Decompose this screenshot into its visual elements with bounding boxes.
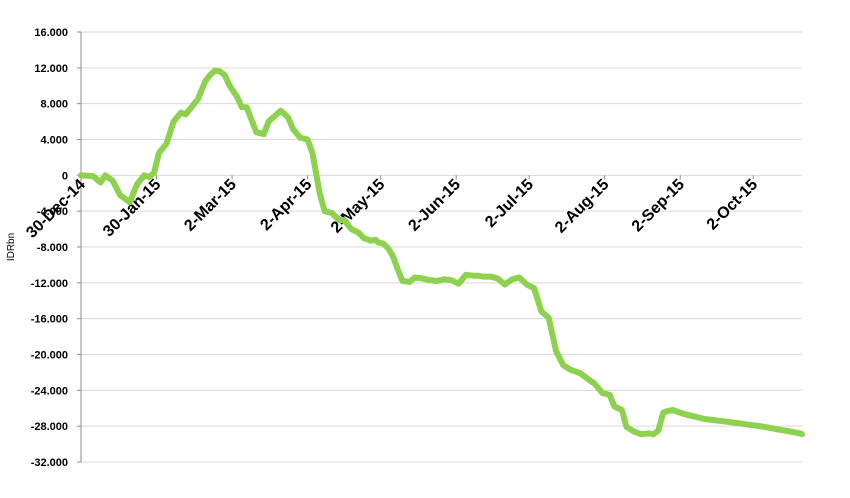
y-tick-label: 0 xyxy=(62,170,68,182)
x-tick-label: 2-May-15 xyxy=(328,176,389,237)
y-tick-label: -16.000 xyxy=(31,314,68,326)
y-tick-label: -24.000 xyxy=(31,385,68,397)
y-axis-label: IDRbn xyxy=(6,233,17,261)
y-tick-label: 4.000 xyxy=(40,135,68,147)
y-tick-labels: 16.000 12.000 8.000 4.000 0 -4.000 -8.000 -12.0… xyxy=(31,27,68,469)
y-tick-label: -12.000 xyxy=(31,278,68,290)
y-tick-label: -4.000 xyxy=(37,206,68,218)
gridlines xyxy=(77,31,802,463)
x-tick-label: 2-Oct-15 xyxy=(704,176,761,233)
x-tick-label: 30-Dec-14 xyxy=(23,176,89,242)
y-tick-label: 8.000 xyxy=(40,99,68,111)
y-tick-label: -32.000 xyxy=(31,457,68,469)
x-tick-label: 30-Jan-15 xyxy=(100,176,164,240)
y-tick-label: 16.000 xyxy=(34,27,68,39)
y-tick-label: -8.000 xyxy=(37,242,68,254)
x-tick-label: 2-Mar-15 xyxy=(181,176,240,235)
x-tick-label: 2-Jul-15 xyxy=(482,176,537,231)
y-tick-label: -20.000 xyxy=(31,350,68,362)
y-tick-label: 12.000 xyxy=(34,63,68,75)
x-tick-label: 2-Apr-15 xyxy=(257,176,315,234)
series-line xyxy=(78,67,805,438)
y-tick-label: -28.000 xyxy=(31,421,68,433)
x-tick-label: 2-Jun-15 xyxy=(405,176,464,235)
x-tick-label: 2-Aug-15 xyxy=(552,176,612,236)
x-tick-label: 2-Sep-15 xyxy=(629,176,688,235)
